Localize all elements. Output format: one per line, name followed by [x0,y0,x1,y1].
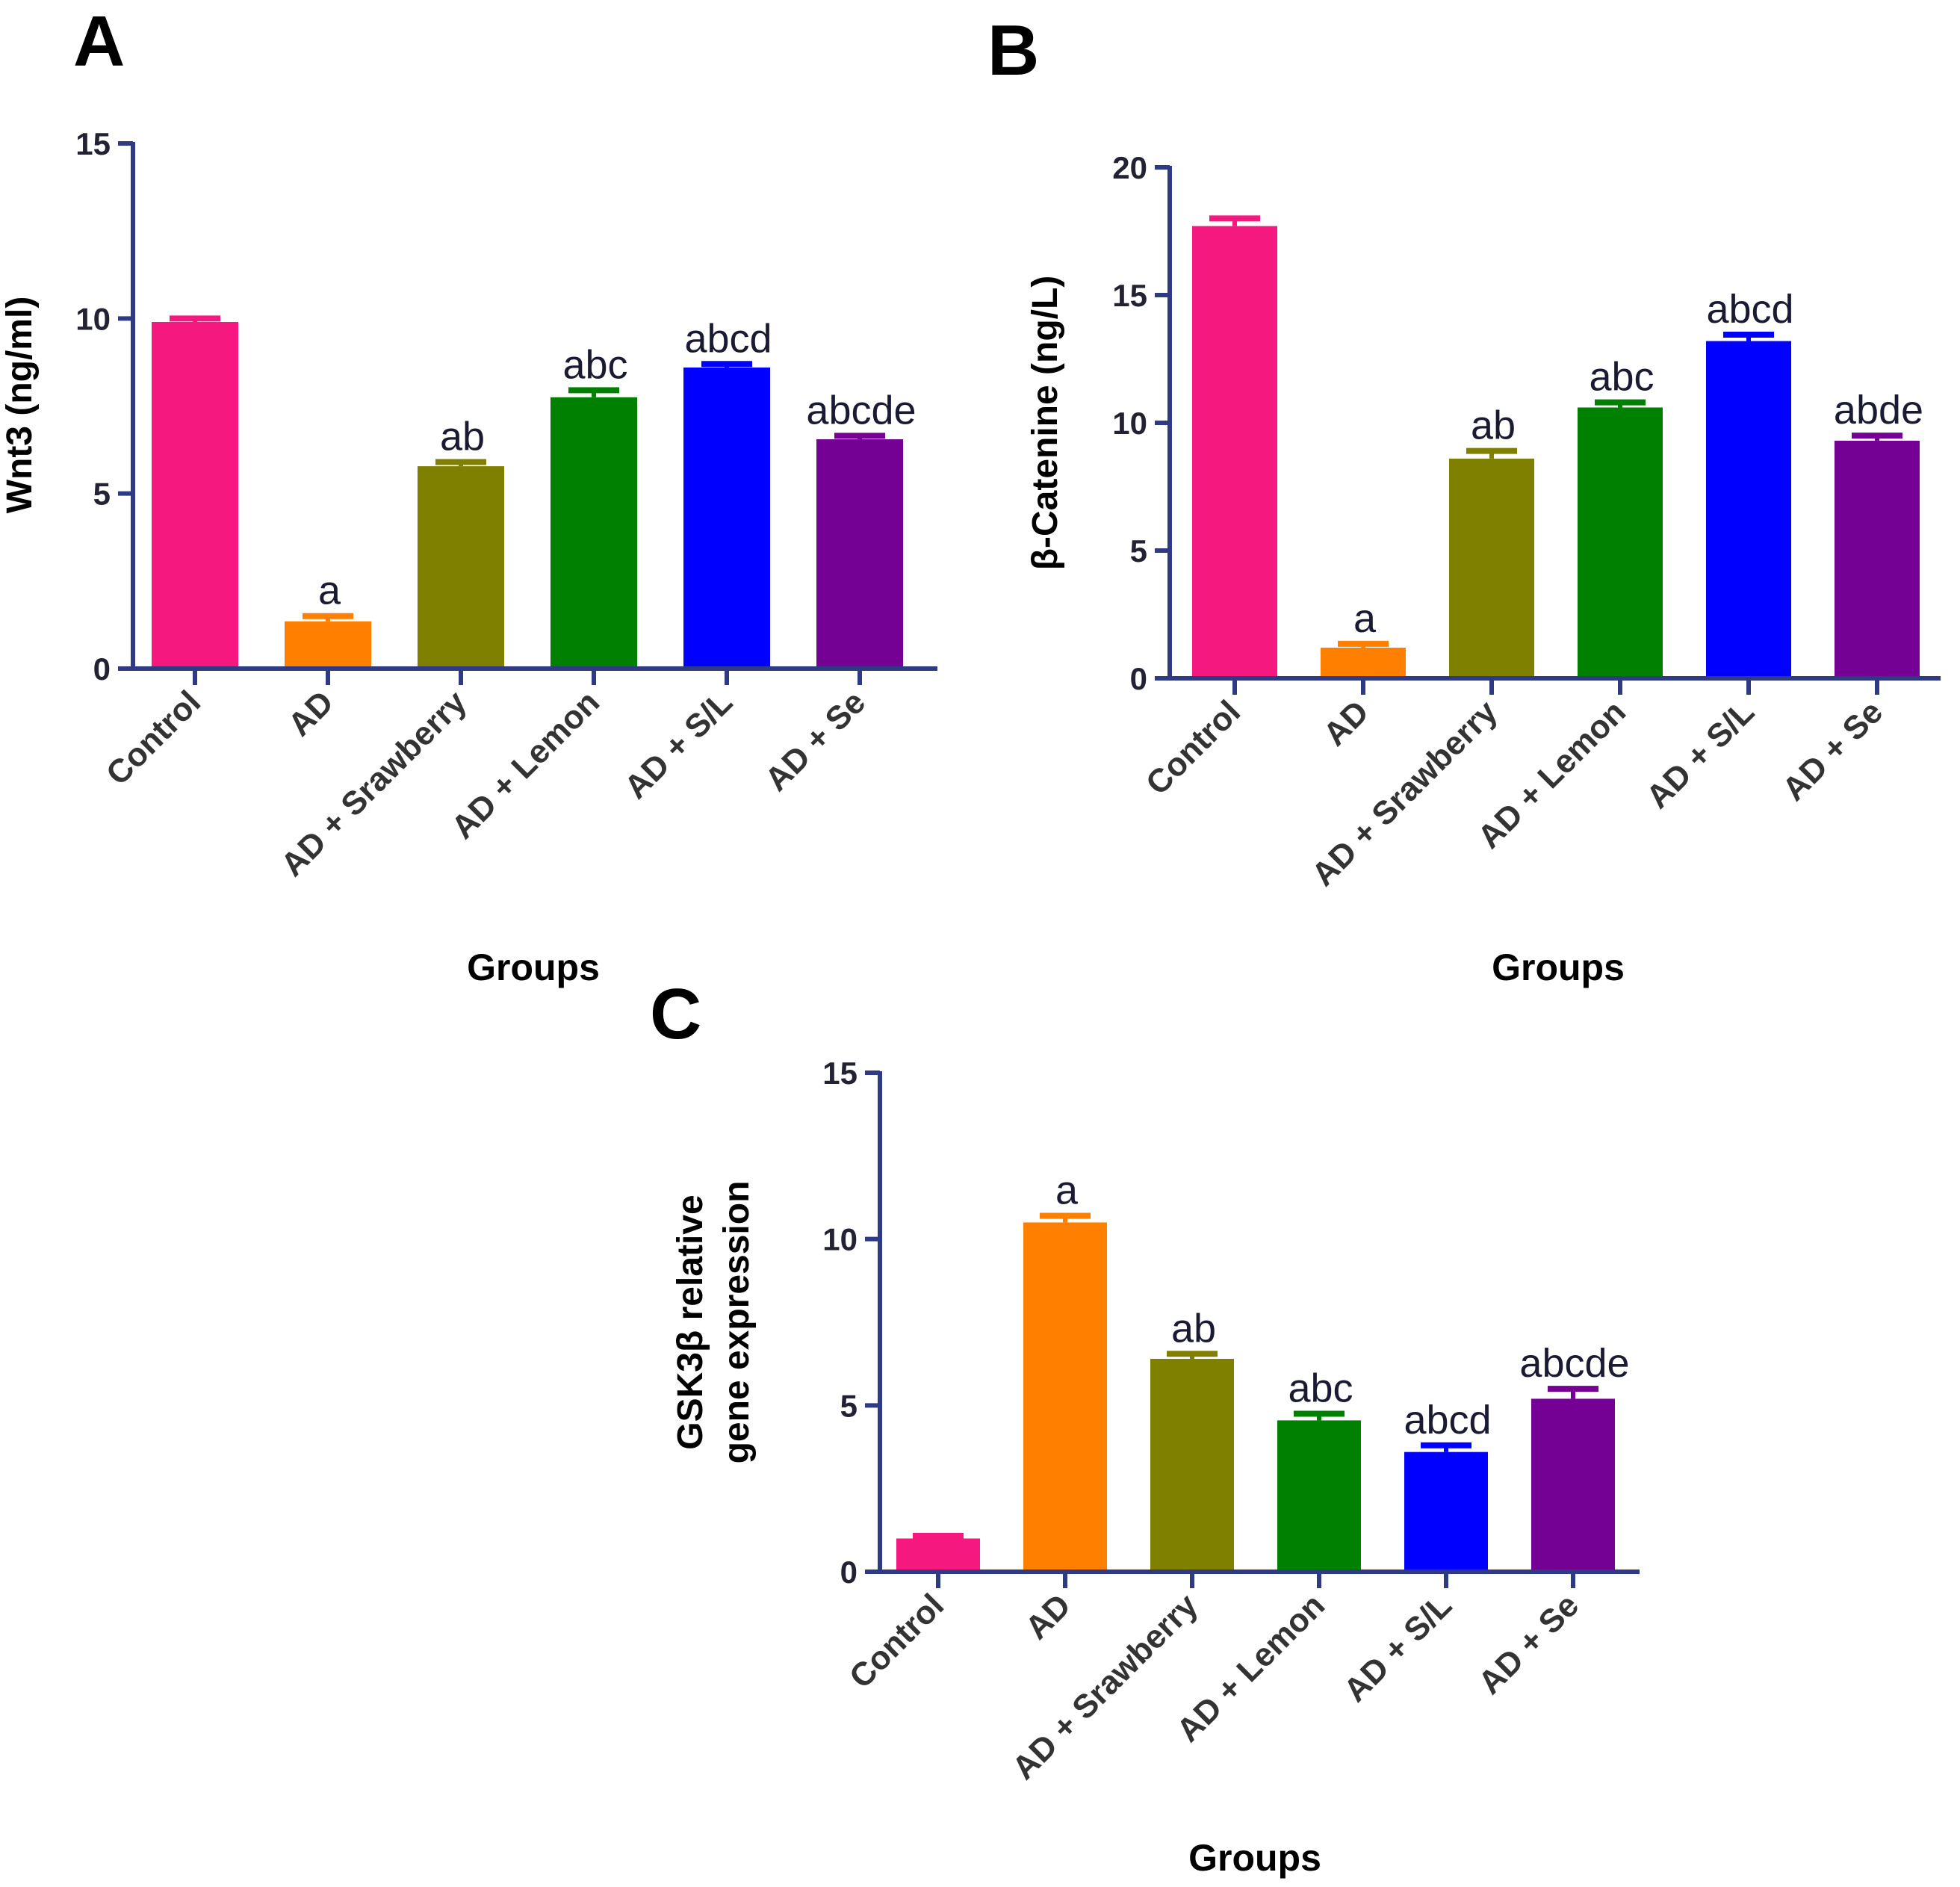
panel-b-significance-label-1: a [1353,596,1377,641]
panel-c-significance-label-5: abcde [1519,1341,1629,1386]
panel-c-significance-label-2: ab [1171,1306,1216,1351]
panel-b-category-label-5: AD + Se [1776,693,1890,808]
panel-a-y-tick-label-0: 0 [93,651,111,687]
panel-c-bar-2 [1150,1358,1234,1572]
panel-c-significance-label-3: abc [1288,1366,1353,1410]
panel-a-bar-3 [551,397,637,669]
panel-b-significance-label-4: abcd [1706,287,1793,332]
panel-b-y-tick-label-4: 20 [1112,150,1147,185]
panel-c-bar-5 [1531,1398,1615,1572]
panel-a-bar-5 [816,439,903,669]
panel-c-bar-4 [1404,1451,1488,1572]
panel-b-significance-label-5: abde [1834,388,1923,433]
panel-b-x-axis-title: Groups [1492,946,1625,988]
panel-b-y-tick-label-1: 5 [1130,533,1147,568]
panel-a-significance-label-5: abcde [806,388,916,433]
panel-a-x-axis-title: Groups [467,946,600,988]
panel-c-y-tick-label-1: 5 [840,1388,858,1423]
panel-a-significance-label-3: abc [562,342,627,387]
panel-b-category-label-0: Control [1139,693,1247,802]
panel-a-bar-2 [418,466,504,669]
panel-b-y-tick-label-3: 15 [1112,278,1147,313]
panel-letter-b: B [987,10,1039,90]
panel-c-significance-label-1: a [1055,1168,1079,1212]
panel-b-significance-label-2: ab [1471,403,1516,448]
panel-c-category-label-1: AD [1018,1587,1078,1646]
panel-a-y-axis-title-0: Wnt3 (ng/ml) [0,297,40,514]
panel-c-x-axis-title: Groups [1188,1837,1321,1879]
panel-letter-a: A [73,1,125,81]
panel-a-y-tick-label-3: 15 [75,126,111,161]
panel-b-bar-4 [1706,341,1791,678]
panel-a-y-tick-label-1: 5 [93,477,111,512]
panel-a-bar-1 [285,621,371,669]
panel-b-y-tick-label-0: 0 [1130,661,1147,696]
panel-a-category-label-5: AD + Se [758,684,872,798]
panel-c-y-axis-title-0: GSK3β relative [671,1195,710,1449]
panel-c-category-label-0: Control [843,1587,951,1695]
panel-c-bar-3 [1277,1420,1361,1572]
panel-a-significance-label-2: ab [440,414,485,459]
panel-b-bar-1 [1321,647,1406,678]
panel-c-category-label-5: AD + Se [1471,1587,1586,1701]
panel-c-category-label-4: AD + S/L [1337,1587,1459,1708]
panel-c-y-tick-label-2: 10 [822,1222,858,1257]
panel-b-bar-3 [1578,407,1663,678]
panel-b-bar-2 [1449,458,1534,678]
panel-a-y-tick-label-2: 10 [75,301,111,336]
panel-b-y-axis-title-0: β-Catenine (ng/L) [1026,276,1065,571]
panel-c-y-tick-label-3: 15 [822,1056,858,1091]
panel-c-y-axis-title-1: gene expression [717,1181,757,1464]
panel-c-significance-label-4: abcd [1404,1398,1491,1443]
panel-a-category-label-1: AD [281,684,341,743]
panel-a-bar-0 [152,322,238,669]
panel-b-bar-0 [1192,226,1277,678]
panel-c-bar-1 [1023,1222,1107,1572]
panel-a-significance-label-4: abcd [684,316,772,361]
panel-b-category-label-4: AD + S/L [1640,693,1761,815]
panel-c-bar-0 [896,1538,980,1572]
panel-letter-c: C [650,974,701,1054]
panel-a-category-label-4: AD + S/L [618,684,739,805]
panel-c-y-tick-label-0: 0 [840,1555,858,1590]
panel-a-significance-label-1: a [318,568,341,613]
panel-b-category-label-1: AD [1316,693,1376,753]
panel-a-bar-4 [683,367,770,669]
panel-b-y-tick-label-2: 10 [1112,406,1147,441]
panel-b-significance-label-3: abc [1589,355,1654,400]
panel-b-bar-5 [1835,440,1920,678]
panel-a-category-label-0: Control [99,684,208,792]
